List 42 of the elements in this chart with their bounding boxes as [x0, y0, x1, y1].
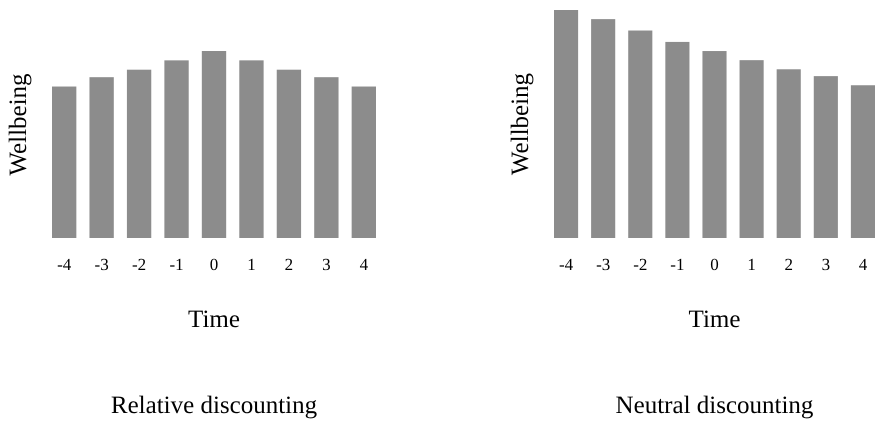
bar	[89, 77, 114, 238]
bar	[554, 10, 578, 238]
bar	[352, 86, 376, 238]
bar	[776, 69, 801, 238]
x-tick-label: -4	[558, 255, 574, 274]
bar	[628, 30, 652, 238]
x-tick-label: -3	[94, 255, 109, 274]
x-tick-label: 1	[247, 255, 256, 274]
x-axis-title: Time	[688, 306, 740, 333]
bar	[314, 77, 339, 238]
x-tick-label: 1	[747, 255, 756, 274]
bar	[202, 51, 226, 238]
bar	[702, 51, 727, 238]
bar	[164, 60, 189, 238]
x-tick-label: 4	[360, 255, 369, 274]
x-tick-label: 4	[858, 255, 868, 274]
x-tick-label: -1	[670, 255, 684, 274]
x-tick-label: 3	[322, 255, 331, 274]
x-tick-label: 0	[710, 255, 719, 274]
bar	[52, 86, 76, 238]
bar	[850, 85, 875, 238]
x-tick-label: 2	[784, 255, 793, 274]
y-axis-title: Wellbeing	[507, 72, 534, 176]
text: Relative discounting	[110, 392, 318, 419]
bar	[665, 42, 690, 238]
bar	[276, 70, 302, 238]
bar	[591, 19, 616, 238]
x-tick-label: -2	[633, 255, 648, 274]
bar	[239, 60, 264, 238]
x-tick-label: -4	[57, 255, 72, 274]
text: Neutral discounting	[616, 392, 814, 419]
x-tick-label: 2	[284, 255, 294, 274]
bar	[814, 76, 838, 238]
y-axis-title: Wellbeing	[5, 72, 32, 176]
x-tick-label: -1	[169, 255, 184, 274]
x-tick-label: 3	[822, 255, 830, 274]
bar	[740, 60, 764, 238]
bar	[126, 70, 152, 238]
x-tick-label: -2	[132, 255, 146, 274]
x-tick-label: -3	[596, 255, 610, 274]
x-tick-label: 0	[210, 255, 218, 274]
x-axis-title: Time	[188, 306, 240, 333]
